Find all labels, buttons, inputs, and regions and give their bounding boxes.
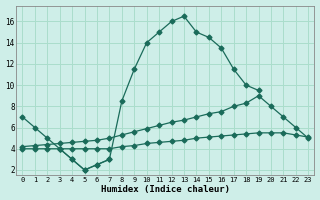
X-axis label: Humidex (Indice chaleur): Humidex (Indice chaleur) [101,185,230,194]
